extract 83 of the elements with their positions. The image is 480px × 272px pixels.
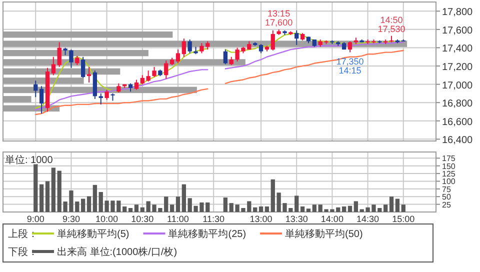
bar — [401, 204, 406, 212]
bar — [312, 204, 316, 212]
candlestick — [104, 89, 109, 100]
y-tick-label: 100 — [442, 177, 456, 186]
candlestick — [188, 38, 192, 54]
candlestick — [51, 56, 56, 76]
bar — [223, 198, 228, 212]
bar — [134, 204, 139, 212]
y-tick-label: 17,600 — [442, 25, 474, 36]
x-tick-label: 9:00 — [26, 214, 44, 224]
bar — [348, 206, 352, 212]
y-tick-label: 17,200 — [442, 62, 474, 74]
y-tick-label: 16,600 — [442, 116, 474, 128]
legend-label: 出来高 単位:(1000株/口/枚) — [57, 246, 178, 258]
legend-label: 単純移動平均(5) — [57, 228, 130, 240]
candlestick — [134, 79, 139, 90]
y-tick-label: 125 — [442, 170, 456, 179]
bar — [354, 201, 358, 212]
legend-label: 単純移動平均(25) — [168, 228, 246, 240]
bar — [300, 206, 305, 212]
candlestick — [92, 70, 98, 100]
bar — [264, 206, 270, 212]
candlestick — [258, 44, 264, 54]
x-tick-label: 10:00 — [96, 214, 118, 224]
candlestick — [294, 30, 299, 46]
y-tick-label: 150 — [442, 162, 456, 171]
candlestick — [57, 42, 62, 68]
candlestick — [34, 80, 38, 98]
candlestick — [164, 60, 168, 80]
candlestick — [348, 40, 352, 53]
annotation: 13:15 17,600 — [265, 8, 293, 28]
bar — [92, 184, 98, 212]
candlestick — [182, 38, 186, 58]
bar — [128, 208, 133, 212]
x-tick-label: 10:30 — [131, 214, 154, 224]
y-tick-label: 17,400 — [442, 44, 474, 55]
x-tick-label: 14:00 — [320, 214, 344, 224]
candlestick — [81, 56, 86, 78]
y-tick-label: 25 — [442, 200, 452, 210]
x-tick-label: 11:00 — [167, 214, 189, 224]
bar — [176, 196, 180, 212]
x-tick-label: 13:30 — [285, 214, 308, 224]
bar — [45, 181, 50, 212]
y-tick-label: 50 — [442, 192, 452, 202]
bar — [389, 196, 394, 212]
y-tick-label: 17,800 — [442, 7, 474, 18]
y-tick-label: 16,800 — [442, 98, 474, 110]
bar — [39, 184, 44, 212]
candlestick — [110, 92, 115, 102]
candlestick — [152, 66, 156, 78]
candlestick — [39, 86, 44, 114]
candlestick — [116, 82, 121, 94]
bar — [182, 184, 186, 212]
bar — [51, 168, 56, 212]
x-tick-label: 11:30 — [202, 214, 224, 224]
x-tick-label: 9:30 — [62, 214, 80, 224]
candlestick — [86, 66, 92, 83]
x-tick-label: 14:30 — [356, 214, 380, 224]
candlestick — [98, 92, 103, 105]
x-tick-label: 13:00 — [250, 214, 272, 224]
annotation: 17,350 14:15 — [336, 56, 364, 76]
candlestick — [75, 55, 80, 66]
annotation: 14:50 17,530 — [378, 14, 406, 34]
x-tick-label: 15:00 — [392, 214, 415, 224]
y-tick-label: 16,400 — [442, 135, 474, 146]
y-tick-label: 17,000 — [442, 80, 474, 92]
legend-label: 単純移動平均(50) — [285, 228, 363, 240]
bar — [81, 198, 86, 212]
y-tick-label: 75 — [442, 184, 452, 194]
bar — [258, 206, 264, 212]
candlestick — [270, 30, 275, 51]
y-tick-label: 175 — [442, 154, 456, 164]
bar — [384, 204, 388, 212]
bar — [253, 207, 258, 212]
candlestick — [223, 49, 228, 65]
candlestick — [69, 49, 74, 68]
bar — [395, 198, 400, 212]
bar — [170, 204, 174, 212]
bar — [342, 206, 346, 212]
bar — [306, 208, 311, 212]
candlestick — [176, 49, 180, 64]
bar — [86, 196, 92, 212]
bar — [122, 206, 127, 212]
